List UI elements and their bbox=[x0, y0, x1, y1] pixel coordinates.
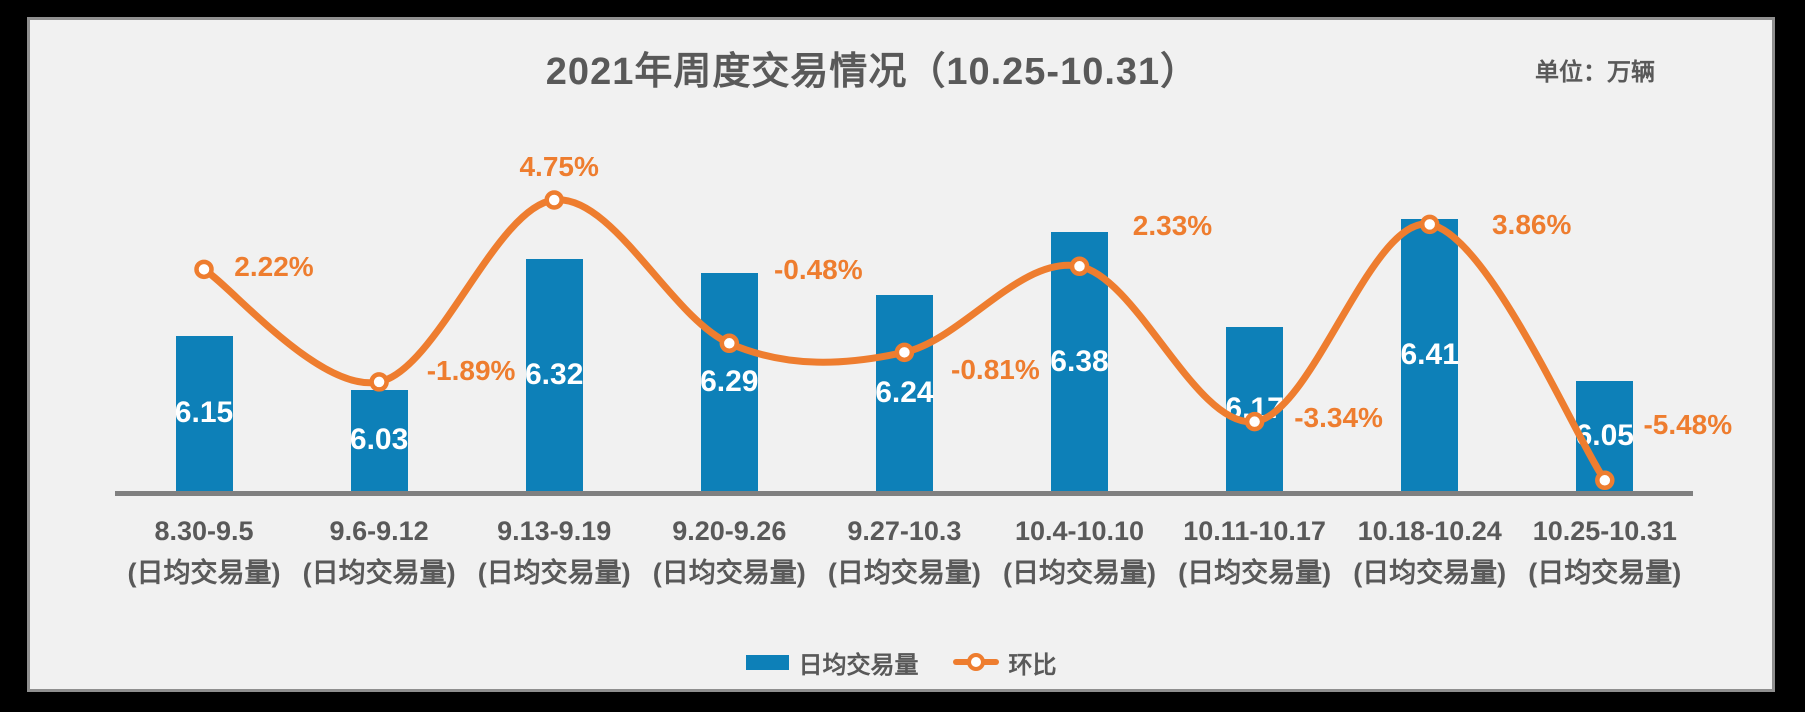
line-percent-label: -1.89% bbox=[426, 354, 516, 386]
x-tick-sublabel: (日均交易量) bbox=[652, 558, 806, 588]
line-percent-label: -0.81% bbox=[951, 354, 1040, 386]
x-tick-date-label: 10.25-10.31 bbox=[1532, 516, 1677, 546]
bar-value-label: 6.38 bbox=[1050, 344, 1109, 378]
x-tick-date-label: 10.4-10.10 bbox=[1014, 516, 1145, 546]
data-point-marker bbox=[369, 372, 389, 392]
line-percent-label: 4.75% bbox=[519, 151, 599, 182]
x-tick-sublabel: (日均交易量) bbox=[302, 558, 456, 588]
legend-line-label: 环比 bbox=[1008, 651, 1057, 679]
bar-value-label: 6.24 bbox=[875, 376, 934, 409]
bar-value-label: 6.03 bbox=[349, 423, 409, 457]
bar-value-label: 6.32 bbox=[524, 358, 584, 391]
unit-label: 单位：万辆 bbox=[1535, 59, 1655, 86]
data-point-marker bbox=[1419, 214, 1440, 235]
data-point-marker bbox=[544, 190, 564, 210]
bar bbox=[350, 389, 408, 493]
x-tick-date-label: 10.18-10.24 bbox=[1357, 516, 1502, 546]
legend-item-bar: 日均交易量 bbox=[745, 645, 919, 680]
data-point-marker bbox=[1069, 256, 1090, 277]
bar-swatch-icon bbox=[745, 654, 789, 670]
line-percent-label: 2.33% bbox=[1132, 210, 1213, 242]
chart-title: 2021年周度交易情况（10.25-10.31） bbox=[545, 51, 1200, 93]
legend: 日均交易量 环比 bbox=[30, 643, 1772, 681]
bar bbox=[875, 295, 933, 493]
bar bbox=[525, 259, 583, 493]
x-tick-sublabel: (日均交易量) bbox=[127, 558, 281, 588]
line-percent-label: 2.22% bbox=[234, 251, 314, 283]
x-tick-sublabel: (日均交易量) bbox=[477, 558, 631, 588]
x-tick-date-label: 9.13-9.19 bbox=[497, 516, 612, 546]
bar-value-label: 6.41 bbox=[1400, 337, 1459, 371]
data-point-marker bbox=[194, 259, 214, 280]
x-axis-line bbox=[115, 491, 1693, 496]
bar-value-label: 6.15 bbox=[174, 396, 234, 430]
bar bbox=[175, 335, 233, 493]
x-tick-date-label: 9.20-9.26 bbox=[672, 516, 787, 546]
bar bbox=[1401, 218, 1459, 493]
x-tick-sublabel: (日均交易量) bbox=[827, 558, 981, 588]
bar bbox=[700, 272, 758, 493]
x-tick-sublabel: (日均交易量) bbox=[1003, 558, 1156, 588]
line-percent-label: -0.48% bbox=[773, 254, 863, 286]
line-percent-label: 3.86% bbox=[1491, 209, 1572, 241]
legend-bar-label: 日均交易量 bbox=[798, 651, 919, 679]
data-point-marker bbox=[1595, 470, 1615, 491]
line-percent-label: -3.34% bbox=[1294, 401, 1383, 433]
line-percent-label: -5.48% bbox=[1643, 409, 1733, 441]
line-marker-swatch-icon bbox=[952, 653, 999, 671]
bar-value-label: 6.29 bbox=[700, 364, 759, 398]
data-point-marker bbox=[719, 333, 740, 354]
data-point-marker bbox=[1244, 411, 1265, 432]
x-tick-sublabel: (日均交易量) bbox=[1178, 558, 1332, 588]
x-tick-sublabel: (日均交易量) bbox=[1528, 558, 1682, 588]
data-point-marker bbox=[894, 342, 915, 363]
x-tick-sublabel: (日均交易量) bbox=[1353, 558, 1507, 588]
legend-item-line: 环比 bbox=[952, 645, 1057, 680]
x-tick-date-label: 9.6-9.12 bbox=[329, 516, 429, 546]
x-tick-date-label: 10.11-10.17 bbox=[1183, 516, 1326, 546]
x-tick-date-label: 9.27-10.3 bbox=[847, 516, 962, 546]
trend-line bbox=[200, 196, 1609, 484]
x-tick-date-label: 8.30-9.5 bbox=[154, 516, 254, 546]
